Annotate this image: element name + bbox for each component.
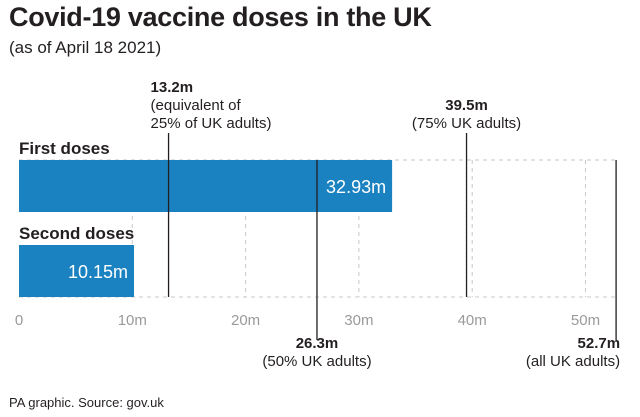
x-tick-label: 40m xyxy=(458,312,487,329)
reference-value-label: 39.5m xyxy=(445,97,488,114)
reference-note-label: (75% UK adults) xyxy=(412,115,521,132)
source-note: PA graphic. Source: gov.uk xyxy=(9,395,164,410)
x-tick-label: 50m xyxy=(571,312,600,329)
reference-note-label: (50% UK adults) xyxy=(262,353,371,370)
bar-first-doses xyxy=(19,160,393,212)
category-label: First doses xyxy=(19,139,110,158)
bar-second-doses xyxy=(19,245,134,297)
bar-value-label: 32.93m xyxy=(326,177,386,197)
x-tick-label: 0 xyxy=(15,312,23,329)
reference-note-label: (all UK adults) xyxy=(526,353,620,370)
reference-value-label: 26.3m xyxy=(296,335,339,352)
chart-title: Covid-19 vaccine doses in the UK xyxy=(9,2,432,32)
reference-note-label: (equivalent of xyxy=(151,97,242,114)
x-tick-label: 20m xyxy=(231,312,260,329)
reference-note-label: 25% of UK adults) xyxy=(151,115,272,132)
bar-value-label: 10.15m xyxy=(68,262,128,282)
chart-subtitle: (as of April 18 2021) xyxy=(9,38,162,57)
x-tick-label: 10m xyxy=(118,312,147,329)
reference-value-label: 13.2m xyxy=(151,79,194,96)
x-tick-label: 30m xyxy=(344,312,373,329)
reference-value-label: 52.7m xyxy=(578,335,621,352)
category-label: Second doses xyxy=(19,224,134,243)
